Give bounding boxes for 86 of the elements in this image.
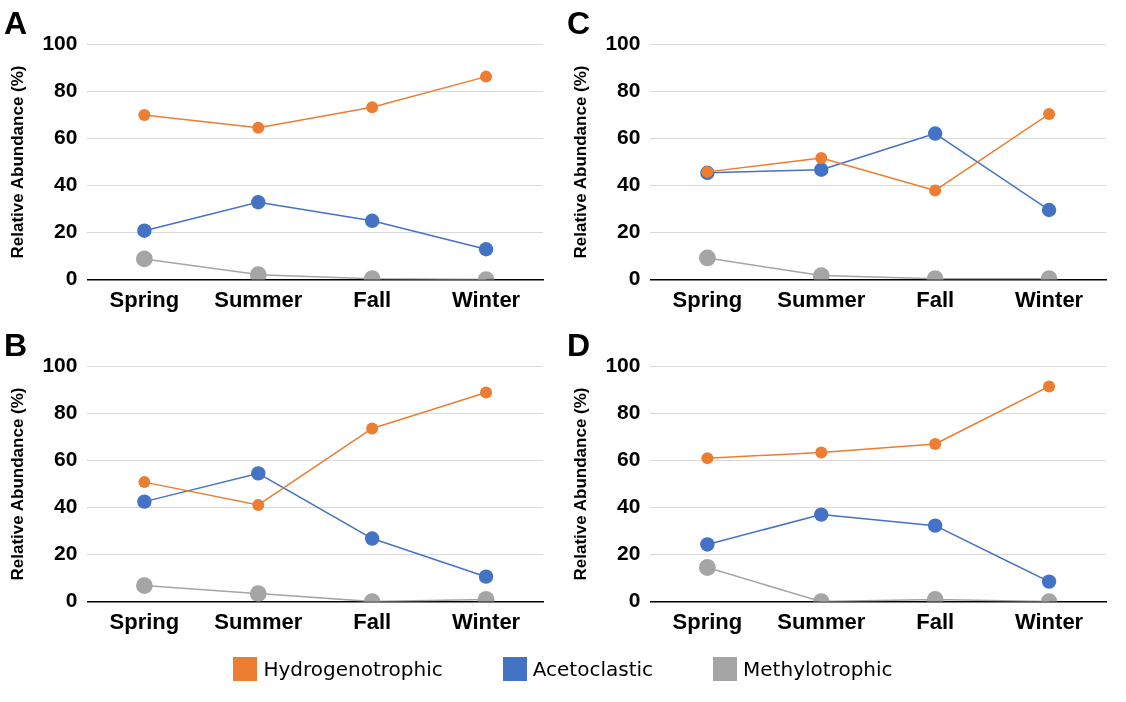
y-axis-title: Relative Abundance (%) [570,65,590,259]
x-tick-label: Fall [353,608,392,634]
y-tick-label: 100 [42,353,78,377]
y-tick-label: 20 [54,219,78,243]
y-tick-label: 60 [54,125,78,149]
x-tick-label: Winter [451,286,521,312]
point [698,559,716,576]
point [251,195,266,210]
y-tick-label: 100 [605,31,641,55]
legend-label: Acetoclastic [532,657,654,681]
point [364,531,380,546]
y-tick-label: 0 [65,266,78,290]
point [366,101,379,114]
x-tick-label: Spring [109,286,180,312]
point [138,476,151,489]
y-tick-label: 40 [54,172,78,196]
y-tick-label: 60 [617,447,641,471]
y-tick-label: 80 [617,78,641,102]
y-tick-label: 80 [617,400,641,424]
point [929,438,942,451]
y-tick-label: 80 [54,400,78,424]
legend-label: Hydrogenotrophic [263,657,443,681]
point [480,70,493,83]
point [815,152,828,164]
point [698,249,716,267]
chart-title: C [567,5,591,42]
y-tick-label: 40 [617,172,641,196]
point [700,537,715,552]
x-tick-label: Winter [451,608,521,634]
y-tick-label: 0 [628,588,641,612]
point [366,422,379,435]
y-tick-label: 60 [54,447,78,471]
x-tick-label: Spring [672,608,743,634]
point [1043,108,1056,121]
point [135,250,153,268]
chart-title: B [4,327,28,364]
point [138,108,151,121]
x-tick-label: Summer [214,608,303,634]
y-axis-title: Relative Abundance (%) [570,387,590,581]
point [929,184,942,197]
point [814,162,829,177]
point [478,242,494,257]
point [252,121,265,134]
legend-label: Methylotrophic [743,657,893,681]
x-tick-label: Summer [777,286,866,312]
y-tick-label: 40 [617,494,641,518]
point [927,126,943,141]
point [1041,202,1057,218]
point [1041,574,1057,589]
point [137,494,152,509]
point [927,518,943,533]
point [1043,380,1056,393]
y-tick-label: 20 [617,219,641,243]
point [478,569,494,584]
y-axis-title: Relative Abundance (%) [7,387,27,581]
x-tick-label: Fall [916,608,955,634]
y-tick-label: 0 [65,588,78,612]
chart-title: A [4,5,28,42]
point [252,498,265,511]
y-tick-label: 20 [617,541,641,565]
x-tick-label: Spring [109,608,180,634]
point [251,466,266,481]
point [701,452,714,465]
point [480,386,493,399]
y-tick-label: 100 [605,353,641,377]
x-tick-label: Winter [1014,286,1084,312]
point [815,446,828,459]
chart-title: D [567,327,591,364]
x-tick-label: Fall [916,286,955,312]
y-tick-label: 100 [42,31,78,55]
x-tick-label: Summer [777,608,866,634]
y-tick-label: 80 [54,78,78,102]
x-tick-label: Winter [1014,608,1084,634]
x-tick-label: Fall [353,286,392,312]
x-tick-label: Spring [672,286,743,312]
point [135,577,153,595]
point [814,507,829,522]
y-tick-label: 20 [54,541,78,565]
y-axis-title: Relative Abundance (%) [7,65,27,259]
y-tick-label: 40 [54,494,78,518]
y-tick-label: 0 [628,266,641,290]
x-tick-label: Summer [214,286,303,312]
y-tick-label: 60 [617,125,641,149]
point [249,585,267,602]
point [137,223,152,238]
point [364,213,380,228]
